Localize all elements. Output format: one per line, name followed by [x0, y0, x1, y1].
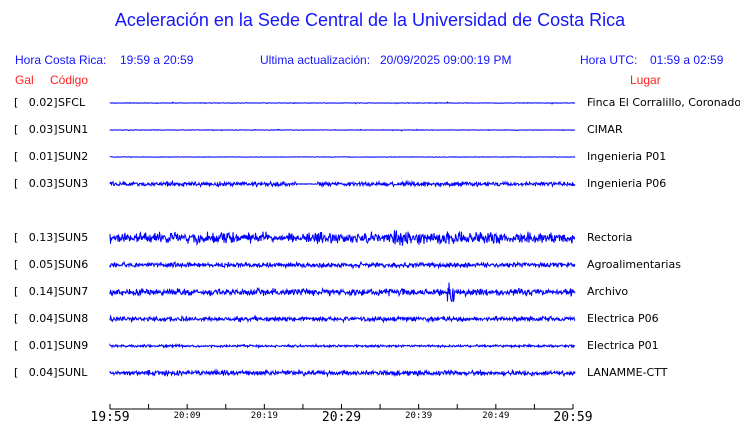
- station-gal: [ 0.03]: [14, 123, 58, 136]
- x-tick-label: 20:09: [174, 411, 201, 421]
- station-code: SUN5: [58, 231, 89, 244]
- station-code: SUN7: [58, 285, 89, 298]
- trace-sun3: [109, 179, 576, 189]
- station-place: Archivo: [587, 285, 629, 298]
- x-tick-label: 20:49: [482, 411, 509, 421]
- station-place: LANAMME-CTT: [587, 366, 668, 379]
- cr-time-label: Hora Costa Rica:: [15, 53, 107, 67]
- station-code: SUN1: [58, 123, 89, 136]
- x-tick-label: 19:59: [90, 410, 129, 423]
- page-title: Aceleración en la Sede Central de la Uni…: [114, 10, 626, 30]
- station-place: Electrica P01: [587, 339, 659, 352]
- trace-sunl: [109, 368, 576, 378]
- x-tick-label: 20:19: [251, 411, 278, 421]
- station-code: SUN9: [58, 339, 89, 352]
- station-place: CIMAR: [587, 123, 623, 136]
- station-code: SFCL: [58, 96, 86, 109]
- station-code: SUN2: [58, 150, 89, 163]
- update-label: Ultima actualización:: [260, 53, 371, 67]
- x-tick-label: 20:39: [405, 411, 432, 421]
- trace-sun9: [109, 342, 576, 350]
- station-gal: [ 0.03]: [14, 177, 58, 190]
- update-value: 20/09/2025 09:00:19 PM: [380, 53, 512, 67]
- trace-sun8: [109, 314, 576, 324]
- station-gal: [ 0.14]: [14, 285, 58, 298]
- station-code: SUNL: [58, 366, 88, 379]
- trace-sun5: [109, 230, 575, 247]
- station-gal: [ 0.01]: [14, 150, 58, 163]
- station-gal: [ 0.04]: [14, 366, 58, 379]
- station-gal: [ 0.13]: [14, 231, 58, 244]
- trace-sun2: [109, 156, 576, 158]
- station-code: SUN3: [58, 177, 89, 190]
- trace-sun7: [109, 282, 576, 303]
- trace-sun1: [109, 128, 575, 132]
- x-tick-label: 20:29: [322, 410, 361, 423]
- station-place: Electrica P06: [587, 312, 659, 325]
- station-place: Ingenieria P06: [587, 177, 667, 190]
- gal-column-header: Gal: [15, 73, 34, 87]
- station-code: SUN8: [58, 312, 89, 325]
- code-column-header: Código: [50, 73, 89, 87]
- utc-label: Hora UTC:: [580, 53, 638, 67]
- station-gal: [ 0.01]: [14, 339, 58, 352]
- x-tick-label: 20:59: [553, 410, 592, 423]
- cr-time-range: 19:59 a 20:59: [120, 53, 194, 67]
- station-place: Ingenieria P01: [587, 150, 667, 163]
- station-gal: [ 0.02]: [14, 96, 58, 109]
- station-gal: [ 0.04]: [14, 312, 58, 325]
- utc-range: 01:59 a 02:59: [650, 53, 724, 67]
- station-code: SUN6: [58, 258, 89, 271]
- trace-sun6: [109, 260, 576, 270]
- station-place: Finca El Corralillo, Coronado: [587, 96, 740, 109]
- station-place: Rectoria: [587, 231, 633, 244]
- station-gal: [ 0.05]: [14, 258, 58, 271]
- station-place: Agroalimentarias: [587, 258, 681, 271]
- trace-sfcl: [109, 101, 576, 105]
- place-column-header: Lugar: [630, 73, 661, 87]
